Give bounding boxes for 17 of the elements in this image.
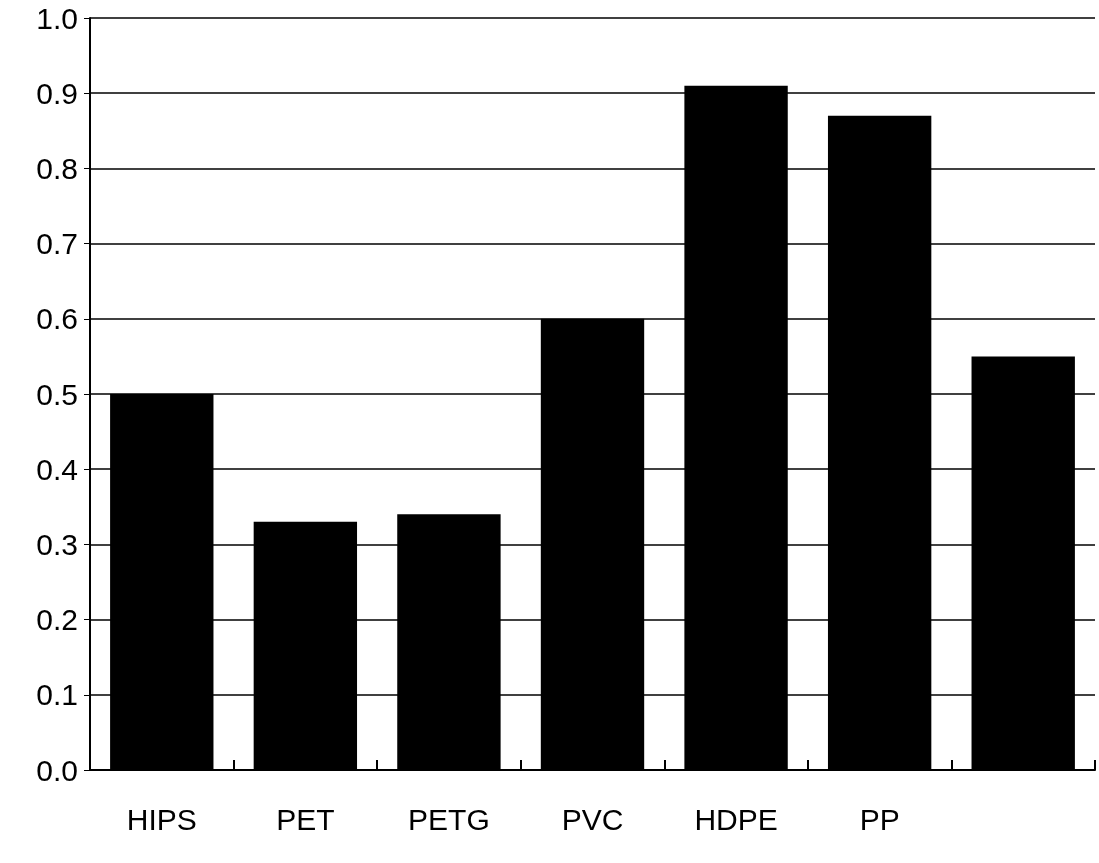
y-tick-label: 0.3: [36, 527, 78, 561]
y-tick-label: 0.1: [36, 678, 78, 712]
y-tick-label: 0.7: [36, 227, 78, 261]
y-tick-label: 0.5: [36, 377, 78, 411]
y-tick-label: 0.4: [36, 452, 78, 486]
x-tick-label: PP: [859, 802, 900, 836]
y-tick-label: 0.0: [36, 753, 78, 787]
y-tick-label: 0.8: [36, 151, 78, 185]
x-tick-label: HDPE: [694, 802, 778, 836]
y-tick-label: 0.6: [36, 302, 78, 336]
x-tick-label: PETG: [408, 802, 490, 836]
y-tick-label: 0.9: [36, 76, 78, 110]
x-tick-label: PET: [276, 802, 335, 836]
x-tick-label: HIPS: [126, 802, 197, 836]
x-tick-label: PVC: [561, 802, 624, 836]
y-tick-label: 1.0: [36, 1, 78, 35]
y-tick-label: 0.2: [36, 603, 78, 637]
